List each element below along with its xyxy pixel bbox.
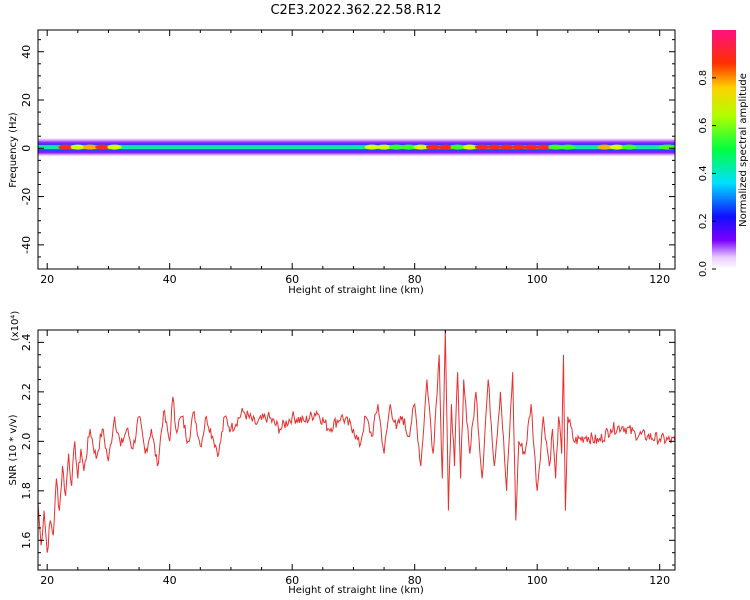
spectrogram-frame bbox=[37, 29, 676, 270]
spectrogram-hotspot bbox=[438, 144, 453, 150]
snr-y-label: SNR (10 * v/v) bbox=[8, 414, 19, 485]
snr-y-tick-label-4: 2.4 bbox=[20, 334, 33, 352]
spectrogram-panel: 20 40 60 80 100 120 -40 -20 0 20 40 Height of str… bbox=[8, 29, 676, 296]
spectrogram-hotspot bbox=[621, 144, 637, 150]
colorbar-tick-label-2: 0.4 bbox=[698, 165, 709, 181]
snr-panel: 20 40 60 80 100 120 1.6 1.8 2.0 2.2 2.4 Height of… bbox=[8, 311, 676, 596]
spectrogram-y-axis: -40 -20 0 20 40 bbox=[20, 39, 675, 270]
spectrogram-hotspot bbox=[425, 144, 441, 150]
colorbar-label: Normalized spectral amplitude bbox=[738, 73, 749, 227]
spectrogram-hotspot bbox=[413, 144, 428, 150]
spectrogram-hotspot bbox=[70, 144, 85, 150]
spectrogram-hotspot bbox=[487, 144, 502, 150]
spectrogram-x-tick-label-4: 100 bbox=[527, 273, 548, 286]
spectrogram-x-tick-label-0: 20 bbox=[40, 273, 54, 286]
colorbar-tick-label-3: 0.6 bbox=[698, 118, 709, 134]
snr-x-tick-label-3: 80 bbox=[408, 574, 422, 587]
spectrogram-band bbox=[38, 137, 675, 158]
spectrogram-hotspot bbox=[658, 144, 675, 150]
spectrogram-hotspot bbox=[462, 144, 477, 150]
snr-x-label: Height of straight line (km) bbox=[288, 585, 424, 596]
spectrogram-hotspot bbox=[58, 144, 73, 150]
snr-y-tick-label-3: 2.2 bbox=[20, 383, 33, 401]
spectrogram-x-tick-label-2: 60 bbox=[285, 273, 299, 286]
spectrogram-hotspot bbox=[401, 144, 416, 150]
spectrogram-hotspot bbox=[548, 144, 563, 150]
snr-x-tick-label-2: 60 bbox=[285, 574, 299, 587]
spectrogram-y-tick-label-4: 40 bbox=[20, 45, 33, 59]
spectrogram-x-label: Height of straight line (km) bbox=[288, 285, 424, 296]
spectrogram-hotspot bbox=[474, 144, 490, 150]
snr-y-tick-label-0: 1.6 bbox=[20, 532, 33, 550]
snr-x-tick-label-0: 20 bbox=[40, 574, 54, 587]
spectrogram-hotspot bbox=[376, 144, 392, 150]
spectrogram-y-tick-label-0: -40 bbox=[20, 236, 33, 254]
spectrogram-x-axis: 20 40 60 80 100 120 bbox=[40, 30, 670, 286]
spectrogram-band-core bbox=[38, 145, 675, 150]
snr-y-tick-label-2: 2.0 bbox=[20, 433, 33, 451]
snr-multiplier-label: (x10⁴) bbox=[10, 311, 21, 342]
spectrogram-hotspot bbox=[107, 144, 122, 150]
snr-y-axis: 1.6 1.8 2.0 2.2 2.4 bbox=[20, 329, 675, 566]
spectrogram-hotspot bbox=[597, 144, 612, 150]
snr-y-tick-label-1: 1.8 bbox=[20, 482, 33, 500]
colorbar-tick-label-0: 0.0 bbox=[698, 261, 709, 277]
snr-frame bbox=[37, 329, 676, 571]
spectrogram-hotspot bbox=[499, 144, 514, 150]
colorbar-tick-label-4: 0.8 bbox=[698, 70, 709, 86]
spectrogram-hotspot bbox=[511, 144, 526, 150]
spectrogram-hotspot bbox=[560, 144, 575, 150]
spectrogram-y-tick-label-2: 0 bbox=[20, 145, 33, 152]
chart-title: C2E3.2022.362.22.58.R12 bbox=[270, 3, 441, 18]
snr-series-line bbox=[38, 330, 675, 553]
spectrogram-hotspot bbox=[95, 144, 110, 150]
spectrogram-hotspot bbox=[523, 144, 539, 150]
snr-x-tick-label-5: 120 bbox=[649, 574, 670, 587]
spectrogram-y-label: Frequency (Hz) bbox=[8, 112, 19, 188]
spectrogram-hotspot bbox=[364, 144, 379, 150]
spectrogram-x-tick-label-3: 80 bbox=[408, 273, 422, 286]
colorbar-ticks: 0.0 0.2 0.4 0.6 0.8 bbox=[698, 70, 716, 277]
snr-x-tick-label-1: 40 bbox=[163, 574, 177, 587]
spectrogram-hotspot bbox=[389, 144, 404, 150]
spectrogram-hotspot bbox=[609, 144, 624, 150]
spectrogram-x-tick-label-5: 120 bbox=[649, 273, 670, 286]
spectrogram-y-tick-label-1: -20 bbox=[20, 188, 33, 206]
spectrogram-hotspot bbox=[82, 144, 98, 150]
snr-x-axis: 20 40 60 80 100 120 bbox=[40, 330, 670, 587]
spectrogram-hotspot bbox=[450, 144, 465, 150]
spectrogram-hotspot bbox=[536, 144, 551, 150]
snr-x-tick-label-4: 100 bbox=[527, 574, 548, 587]
colorbar: 0.0 0.2 0.4 0.6 0.8 Normalized spectral ampl… bbox=[698, 30, 749, 277]
colorbar-tick-label-1: 0.2 bbox=[698, 213, 709, 229]
colorbar-gradient bbox=[712, 30, 736, 269]
spectrogram-y-tick-label-3: 20 bbox=[20, 93, 33, 107]
spectrogram-x-tick-label-1: 40 bbox=[163, 273, 177, 286]
